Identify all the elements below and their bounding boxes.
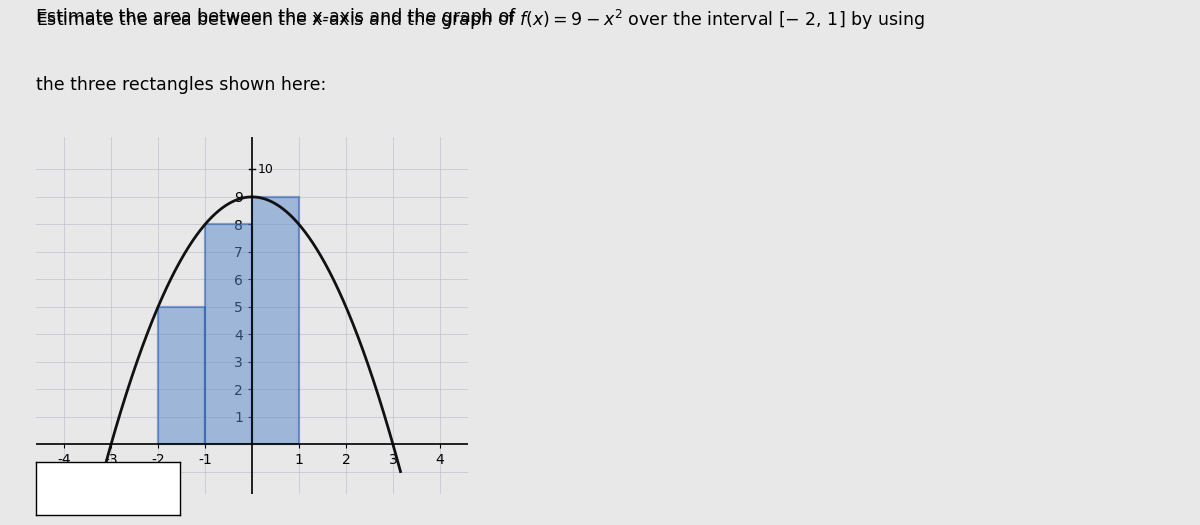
Text: 10: 10	[258, 163, 274, 176]
Bar	[158, 307, 205, 444]
Bar	[252, 197, 299, 444]
Text: the three rectangles shown here:: the three rectangles shown here:	[36, 76, 326, 94]
Text: Estimate the area between the x-axis and the graph of: Estimate the area between the x-axis and…	[36, 8, 521, 26]
Bar	[205, 224, 252, 444]
Text: Estimate the area between the x-axis and the graph of $f(x) = 9 - x^2$ over the : Estimate the area between the x-axis and…	[36, 8, 924, 32]
